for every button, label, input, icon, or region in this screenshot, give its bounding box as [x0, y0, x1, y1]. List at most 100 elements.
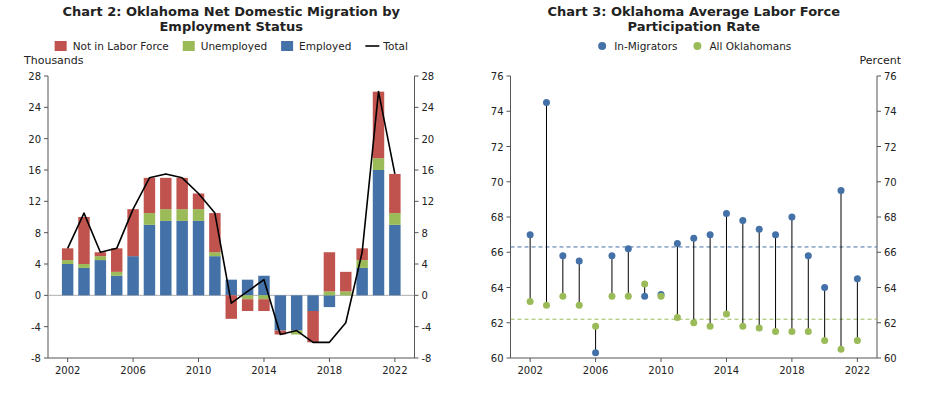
y-tick [507, 322, 511, 323]
x-tick-label: 2018 [317, 365, 342, 376]
legend-label: Total [382, 40, 408, 52]
bar [242, 280, 253, 296]
bar [160, 221, 171, 295]
legend-swatch [281, 41, 293, 51]
dot [559, 252, 566, 259]
dumbbell-stem [759, 229, 760, 328]
bar [389, 225, 400, 295]
y2-tick-label: 20 [422, 134, 435, 145]
dumbbell-stem [775, 235, 776, 332]
bar [389, 174, 400, 213]
y2-tick-label: -8 [422, 353, 432, 364]
bar [144, 213, 155, 225]
y2-tick [877, 111, 881, 112]
dot [739, 323, 746, 330]
legend-swatch [693, 42, 701, 50]
total-line [68, 92, 395, 343]
y-tick [44, 295, 48, 296]
y-tick [507, 76, 511, 77]
bar [160, 209, 171, 221]
x-tick [67, 358, 68, 362]
dot [723, 210, 730, 217]
bar [389, 213, 400, 225]
dot [690, 319, 697, 326]
y2-tick [415, 326, 419, 327]
dot [592, 349, 599, 356]
dot [756, 325, 763, 332]
dot [707, 231, 714, 238]
x-tick-label: 2018 [779, 365, 804, 376]
bar [291, 295, 302, 296]
dumbbell-stem [546, 102, 547, 305]
dumbbell-stem [791, 217, 792, 332]
title-line: Chart 2: Oklahoma Net Domestic Migration… [62, 4, 400, 19]
bar [62, 260, 73, 264]
bar [111, 272, 122, 276]
bar [193, 221, 204, 295]
y-tick-label: 62 [491, 318, 504, 329]
bar [340, 272, 351, 292]
dumbbell-stem [562, 256, 563, 297]
x-tick [198, 358, 199, 362]
y-tick [44, 201, 48, 202]
y-tick-label: -8 [31, 353, 41, 364]
bar [78, 264, 89, 268]
legend-swatch [183, 41, 195, 51]
y-tick-label: 20 [28, 134, 41, 145]
y-tick-label: 74 [491, 106, 504, 117]
y-tick-label: 8 [35, 228, 41, 239]
dot [854, 337, 861, 344]
x-tick [726, 358, 727, 362]
y-tick [507, 358, 511, 359]
legend-item: All Oklahomans [693, 40, 791, 52]
y-tick-label: 72 [491, 142, 504, 153]
x-tick [595, 358, 596, 362]
dumbbell-stem [742, 221, 743, 327]
bar [127, 209, 138, 256]
legend: In-MigratorsAll Oklahomans [598, 40, 791, 52]
y2-tick [415, 138, 419, 139]
dot [821, 337, 828, 344]
y2-tick-label: 70 [884, 177, 897, 188]
dot [625, 293, 632, 300]
bar [242, 295, 253, 299]
legend-label: Not in Labor Force [73, 40, 169, 52]
y2-tick-label: 24 [422, 102, 435, 113]
bar [160, 178, 171, 209]
dot [788, 214, 795, 221]
y-tick [507, 217, 511, 218]
bar [373, 170, 384, 295]
dot [805, 328, 812, 335]
y2-tick [877, 322, 881, 323]
x-tick [263, 358, 264, 362]
y2-tick [415, 232, 419, 233]
x-tick [791, 358, 792, 362]
dot [756, 226, 763, 233]
dot [772, 231, 779, 238]
bar [193, 209, 204, 221]
x-tick-label: 2010 [648, 365, 673, 376]
legend-label: Employed [299, 40, 351, 52]
y-tick-label: 4 [35, 259, 41, 270]
dot [674, 314, 681, 321]
y-tick-label: 64 [491, 283, 504, 294]
dumbbell-stem [841, 191, 842, 350]
bar [78, 268, 89, 295]
bar [209, 252, 220, 256]
dot [772, 328, 779, 335]
bar [291, 295, 302, 330]
y-tick-label: 12 [28, 196, 41, 207]
x-tick-label: 2006 [583, 365, 608, 376]
x-tick-label: 2006 [120, 365, 145, 376]
y2-tick [415, 264, 419, 265]
dot [788, 328, 795, 335]
dot [641, 293, 648, 300]
y2-tick [877, 252, 881, 253]
dot [592, 323, 599, 330]
y-tick-label: 76 [491, 71, 504, 82]
bar [111, 276, 122, 296]
bar [62, 248, 73, 260]
legend-label: All Oklahomans [709, 40, 791, 52]
y-tick [44, 264, 48, 265]
y2-tick [415, 201, 419, 202]
